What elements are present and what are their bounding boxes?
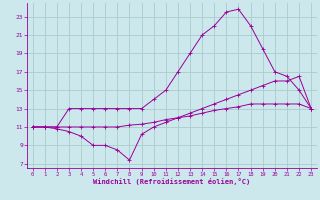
X-axis label: Windchill (Refroidissement éolien,°C): Windchill (Refroidissement éolien,°C) (93, 178, 251, 185)
